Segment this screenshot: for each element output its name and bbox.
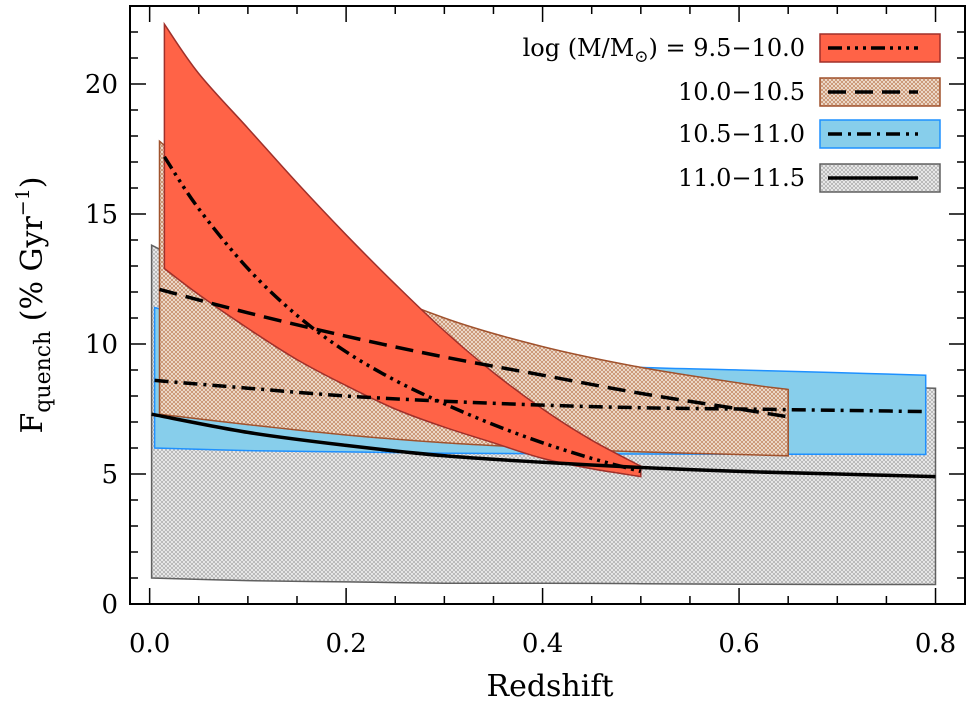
band-1	[163, 21, 642, 478]
axis-ticks	[130, 6, 965, 605]
y-tick-labels: 0 5 10 15 20	[85, 70, 118, 620]
sun-symbol-icon: ⊙	[634, 47, 648, 67]
legend-label-3: 10.5−11.0	[678, 120, 805, 148]
legend-label-2: 10.0−10.5	[678, 78, 805, 106]
y-tick-label: 5	[101, 460, 118, 490]
y-axis-label-main: F	[15, 413, 50, 434]
x-tick-label: 0.2	[325, 629, 366, 659]
x-tick-label: 0.6	[718, 629, 759, 659]
y-axis-label: Fquench (% Gyr−1)	[12, 176, 56, 433]
x-tick-label: 0.0	[129, 629, 170, 659]
x-tick-label: 0.4	[522, 629, 563, 659]
y-axis-label-sup: −1	[12, 188, 34, 216]
x-tick-label: 0.8	[915, 629, 956, 659]
y-axis-label-sub: quench	[31, 331, 56, 413]
lines-layer	[151, 155, 936, 479]
series-line-3	[154, 378, 926, 414]
legend-label-4: 11.0−11.5	[678, 164, 805, 192]
y-tick-label: 0	[101, 590, 118, 620]
legend-label-1: log (M/M⊙) = 9.5−10.0	[523, 34, 805, 67]
y-tick-label: 20	[85, 70, 118, 100]
x-axis-label: Redshift	[486, 669, 613, 702]
series-line-4	[151, 412, 936, 479]
x-tick-labels: 0.0 0.2 0.4 0.6 0.8	[129, 629, 956, 659]
bands-layer	[150, 21, 937, 586]
y-tick-label: 10	[85, 330, 118, 360]
y-tick-label: 15	[85, 200, 118, 230]
y-axis-label-close: )	[15, 176, 50, 188]
legend-prefix: log (M/M	[523, 34, 635, 62]
legend: log (M/M⊙) = 9.5−10.0 10.0−10.5 10.5−11.0 1…	[523, 33, 941, 193]
series-line-1	[162, 155, 642, 474]
legend-suffix: ) = 9.5−10.0	[649, 34, 805, 62]
plot-frame	[129, 5, 966, 605]
y-axis-label-unit: (% Gyr	[15, 216, 50, 331]
